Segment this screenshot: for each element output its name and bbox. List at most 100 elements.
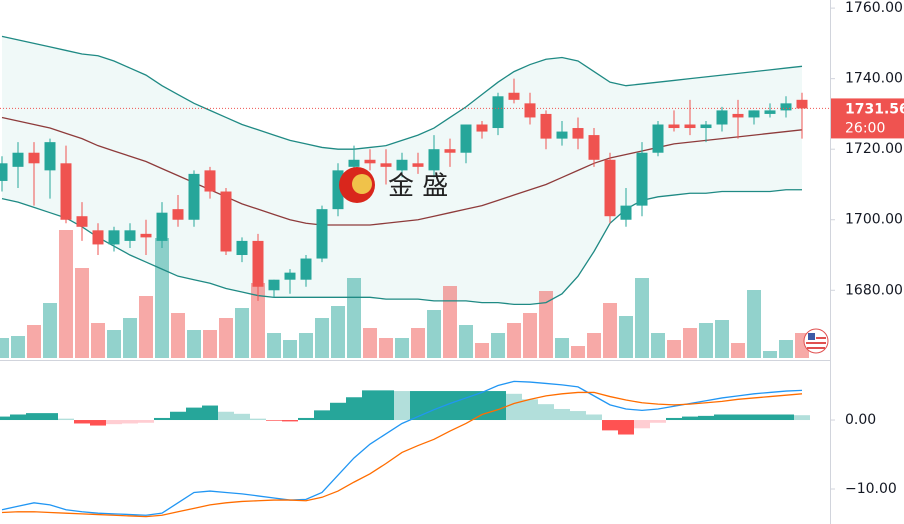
histogram-bar [746,414,762,421]
candle-body [0,163,8,181]
volume-bar [587,333,601,358]
flag-icon [803,328,829,354]
histogram-bar [730,414,746,421]
candle-body [620,205,632,220]
histogram-bar [0,416,10,421]
volume-bar [331,306,345,358]
y-tick-label: −10.00 [845,481,897,497]
volume-bar [699,323,713,358]
volume-bar [523,313,537,358]
histogram-bar [458,391,474,421]
histogram-bar [298,417,314,421]
candle-body [460,124,472,153]
volume-bar [635,278,649,358]
band-lower [1,189,802,306]
histogram-bar [218,411,234,421]
candle-body [332,170,344,210]
volume-bar [27,325,41,358]
candle-body [12,152,24,167]
histogram-bar [282,420,298,422]
candle-body [636,152,648,206]
candle-body [380,163,392,167]
volume-bar [491,333,505,358]
histogram-bar [410,391,426,421]
price-label: 1731.56 [845,101,904,117]
histogram-bar [682,416,698,421]
volume-bar [539,291,553,358]
histogram-bar [362,390,378,421]
histogram-bar [186,407,202,421]
volume-bar [779,340,793,358]
watermark-text: 金 盛 [388,172,448,202]
volume-bar [171,313,185,358]
volume-bar [91,323,105,358]
volume-bar [315,318,329,358]
histogram-bar [26,413,42,421]
watermark: 金 盛 [339,167,448,203]
histogram-bar [202,405,218,421]
histogram-bar [570,411,586,421]
volume-bar [251,283,265,358]
volume-bar [507,323,521,358]
candle-body [700,124,712,129]
candle-body [540,113,552,139]
histogram-bar [138,420,154,423]
volume-bar [667,340,681,358]
volume-bar [155,238,169,358]
histogram-bar [474,391,490,421]
volume-bar [747,290,761,358]
volume-bar [59,230,73,358]
histogram-bar [234,413,250,421]
volume-bar [43,303,57,358]
flag-canton [808,333,815,340]
candle-body [300,258,312,280]
candle-body [140,233,152,238]
volume-bar [219,318,233,358]
histogram-bar [250,418,266,421]
candle-body [92,230,104,245]
y-tick-label: 1740.00 [845,71,903,87]
histogram-bar [714,414,730,421]
macd-line [1,380,803,516]
y-tick-label: 1700.00 [845,212,903,228]
volume-bar [571,346,585,358]
candle-body [748,110,760,118]
histogram-bar [762,414,778,421]
candle-body [444,149,456,153]
candle-body [316,209,328,259]
candle-body [156,212,168,241]
histogram-bar [586,414,602,421]
volume-bar [763,351,777,358]
volume-bar [427,310,441,358]
histogram-bar [666,417,682,421]
histogram-bar [42,413,58,421]
histogram-bar [346,397,362,421]
candle-body [284,272,296,280]
candle-body [172,209,184,220]
histogram-bar [538,404,554,421]
candle-body [492,96,504,129]
candle-body [396,159,408,171]
histogram-bar [266,420,282,421]
histogram-bar [10,414,26,421]
volume-bar [0,338,9,358]
volume-bar [395,338,409,358]
band-upper [1,35,803,150]
histogram-bar [122,420,138,424]
volume-bar [203,330,217,358]
candle-body [364,159,376,164]
volume-bar [235,308,249,358]
macd-pane: 0.00 −10.00 [0,380,897,518]
histogram-bar [154,417,170,421]
candle-body [428,149,440,171]
histogram-bar [490,391,506,421]
candle-body [668,124,680,129]
volume-bar [475,343,489,358]
volume-bar [411,328,425,358]
y-tick-label: 1680.00 [845,282,903,298]
candle-body [76,216,88,227]
candle-body [588,135,600,160]
candle-body [204,170,216,192]
